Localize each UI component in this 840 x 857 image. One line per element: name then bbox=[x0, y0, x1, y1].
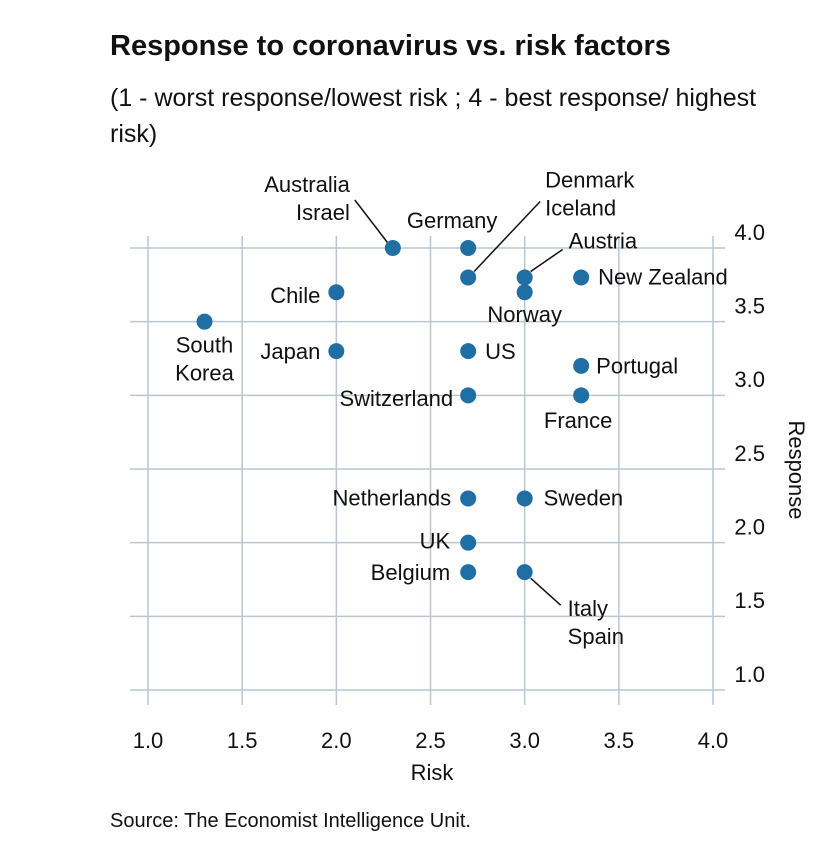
point-label: Korea bbox=[175, 360, 234, 385]
point bbox=[196, 313, 213, 330]
x-tick-label: 1.0 bbox=[133, 728, 164, 753]
point-label: Australia bbox=[264, 172, 350, 197]
point bbox=[516, 564, 533, 581]
point bbox=[460, 387, 477, 404]
point-label: Spain bbox=[568, 624, 624, 649]
point-label: Iceland bbox=[545, 195, 616, 220]
y-axis-title: Response bbox=[784, 420, 809, 519]
point-label: Japan bbox=[260, 339, 320, 364]
point-label: Sweden bbox=[544, 485, 624, 510]
point-label: Germany bbox=[407, 208, 497, 233]
point bbox=[516, 269, 533, 286]
point bbox=[460, 534, 477, 551]
point bbox=[328, 343, 345, 360]
point-label: Belgium bbox=[371, 560, 450, 585]
point-label: Portugal bbox=[596, 354, 678, 379]
x-tick-label: 3.0 bbox=[509, 728, 540, 753]
point-label: Italy bbox=[568, 596, 608, 621]
x-axis-title: Risk bbox=[411, 760, 455, 785]
y-tick-label: 3.5 bbox=[734, 293, 765, 318]
point bbox=[573, 387, 590, 404]
point-label: Austria bbox=[569, 228, 638, 253]
point-label: Netherlands bbox=[333, 485, 452, 510]
point bbox=[460, 240, 477, 256]
y-tick-label: 1.0 bbox=[734, 662, 765, 687]
point bbox=[516, 490, 533, 507]
y-tick-label: 1.5 bbox=[734, 588, 765, 613]
point-label: South bbox=[176, 332, 234, 357]
point bbox=[328, 284, 345, 301]
leader-line bbox=[354, 199, 389, 244]
point-label: Denmark bbox=[545, 167, 635, 192]
point bbox=[573, 269, 590, 286]
leader-line bbox=[530, 248, 564, 273]
point-label: Chile bbox=[270, 283, 320, 308]
x-tick-label: 3.5 bbox=[604, 728, 635, 753]
x-tick-label: 1.5 bbox=[227, 728, 258, 753]
source-note: Source: The Economist Intelligence Unit. bbox=[110, 810, 471, 832]
point-label: New Zealand bbox=[598, 264, 728, 289]
point-label: France bbox=[544, 408, 612, 433]
point-label: Norway bbox=[487, 302, 562, 327]
point bbox=[460, 343, 477, 360]
point-label: UK bbox=[420, 528, 451, 553]
leader-line bbox=[473, 200, 541, 272]
y-tick-label: 2.0 bbox=[734, 514, 765, 539]
point bbox=[573, 357, 590, 374]
chart-title: Response to coronavirus vs. risk factors bbox=[110, 30, 671, 62]
x-tick-label: 4.0 bbox=[698, 728, 729, 753]
point bbox=[460, 269, 477, 286]
leader-line bbox=[530, 577, 562, 606]
point-label: Israel bbox=[296, 200, 350, 225]
y-tick-label: 2.5 bbox=[734, 441, 765, 466]
point bbox=[384, 240, 401, 256]
chart-subtitle: (1 - worst response/lowest risk ; 4 - be… bbox=[110, 84, 757, 148]
point bbox=[516, 284, 533, 301]
x-tick-label: 2.0 bbox=[321, 728, 352, 753]
point-label: Switzerland bbox=[339, 386, 453, 411]
point bbox=[460, 490, 477, 507]
y-tick-label: 3.0 bbox=[734, 367, 765, 392]
point-label: US bbox=[485, 339, 516, 364]
point bbox=[460, 564, 477, 581]
y-tick-label: 4.0 bbox=[734, 220, 765, 245]
x-tick-label: 2.5 bbox=[415, 728, 446, 753]
